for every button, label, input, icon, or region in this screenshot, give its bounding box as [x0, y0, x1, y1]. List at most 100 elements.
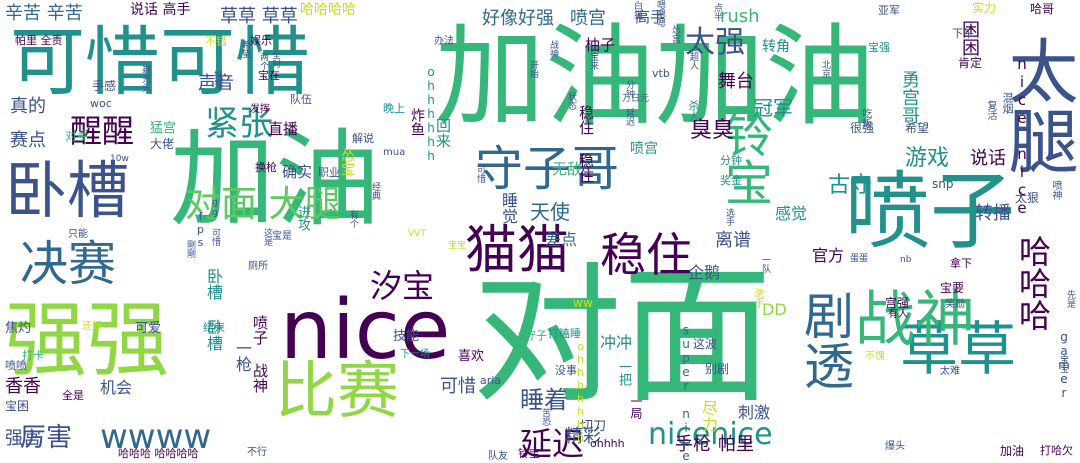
word: 超人	[688, 52, 698, 70]
word: 哈哥	[1030, 2, 1055, 16]
word: 强宫	[5, 428, 41, 449]
word: wwww	[100, 417, 212, 457]
word: 亚军	[878, 4, 900, 17]
word: 宝在	[258, 69, 280, 82]
word: 猫猫	[465, 221, 570, 281]
word: 一枪	[233, 340, 252, 372]
word: 宝要	[940, 281, 965, 295]
word: 太强	[685, 25, 745, 60]
word: 帕里 全责	[15, 34, 63, 47]
word: 一把	[616, 360, 631, 386]
word: 剛剛	[185, 240, 195, 258]
word: 一局	[629, 395, 643, 419]
word: 喷神	[1050, 180, 1061, 200]
word: 有个	[348, 210, 358, 228]
word: 对面 大腿	[185, 184, 341, 225]
word: 可惜	[440, 376, 476, 397]
word: nice nice	[1013, 55, 1031, 217]
word: 万日元	[622, 94, 650, 104]
word: 宝困	[5, 399, 30, 413]
word: 尽力	[699, 400, 718, 432]
word: DD	[762, 300, 787, 319]
word: 可爱	[135, 321, 162, 336]
word: 结束	[203, 321, 225, 334]
word: 杀人	[687, 100, 700, 122]
word: 先是	[1065, 290, 1075, 308]
word: 希望	[240, 40, 250, 58]
word: 赛点	[10, 130, 46, 151]
word: 太腿	[997, 35, 1079, 175]
word: 奖金	[720, 174, 742, 187]
word: 打卡	[22, 349, 44, 362]
word: nb	[900, 255, 912, 265]
word: 手枪	[675, 434, 711, 455]
word: 战神	[855, 285, 975, 355]
word: 不错	[205, 35, 227, 48]
word: 确实	[282, 163, 313, 181]
word: 分钟	[720, 154, 742, 167]
word: nice	[280, 283, 451, 378]
word: 洗手	[752, 288, 763, 308]
word: 蛋蛋	[850, 254, 869, 264]
word: 厉害	[20, 423, 73, 453]
word: 说话	[970, 148, 1006, 169]
word: 强强	[5, 293, 170, 388]
word: 厕所	[248, 261, 268, 272]
word: 好像好强	[482, 8, 554, 29]
word: 剃光头	[140, 65, 150, 92]
word: 机会	[100, 378, 133, 397]
word: 好猴	[212, 70, 222, 88]
word: 守子	[525, 329, 547, 342]
word: 稳住	[600, 228, 692, 282]
word: 宝是	[272, 231, 292, 242]
word: 游戏	[905, 146, 950, 171]
word: 还好	[82, 321, 102, 332]
word: 宝宝	[448, 241, 467, 251]
word: 下一场	[400, 349, 430, 360]
word: 打瞌睡	[548, 327, 581, 340]
word: 大佬	[150, 137, 175, 151]
word: 点半	[712, 3, 722, 21]
word: 感觉	[775, 204, 808, 223]
word: 紧张	[205, 104, 273, 144]
word: 晚上	[383, 102, 405, 115]
word: 醒醒	[70, 112, 135, 150]
word: 娱乐	[250, 34, 272, 47]
word: 实力	[972, 1, 997, 15]
word: 吃饭	[860, 108, 871, 128]
word: 10w	[110, 154, 129, 164]
word: ohhhh	[590, 437, 625, 450]
word: 困困	[959, 20, 980, 56]
word: 勇宫哥	[899, 70, 920, 124]
word: 没事	[555, 364, 577, 377]
word: 睡着	[520, 386, 568, 414]
word: ohhhhhh	[424, 65, 438, 163]
word: 技能	[393, 329, 420, 344]
word: 草草	[900, 315, 1017, 383]
word: 开始	[528, 60, 538, 78]
word: 可惜	[475, 165, 485, 183]
word: 全对	[270, 50, 280, 68]
word: 解说	[352, 132, 374, 145]
word: 冲冲	[600, 333, 633, 352]
word: 决赛	[20, 236, 117, 292]
word: 苦恐	[540, 408, 550, 426]
word: 宫强	[885, 296, 910, 310]
word: 守子哥	[475, 141, 620, 197]
word: 对面	[472, 250, 773, 424]
word: 分钟 延迟	[624, 80, 634, 126]
word: 拿下	[950, 257, 972, 270]
word: 铃宝	[716, 110, 772, 206]
word: 辛苦 辛苦	[5, 3, 83, 24]
word: 进攻	[295, 205, 310, 231]
word: 炸鱼	[409, 108, 425, 136]
word: 声音	[198, 73, 234, 94]
word: 猛宫	[150, 121, 177, 136]
word: gamer	[1057, 330, 1071, 400]
word: super nice	[679, 323, 693, 463]
word: 精彩	[565, 426, 601, 447]
word: 爆头	[885, 441, 905, 452]
word: nicenice	[648, 417, 773, 452]
word: 冠军	[753, 96, 793, 120]
word: 切刀	[580, 419, 607, 434]
